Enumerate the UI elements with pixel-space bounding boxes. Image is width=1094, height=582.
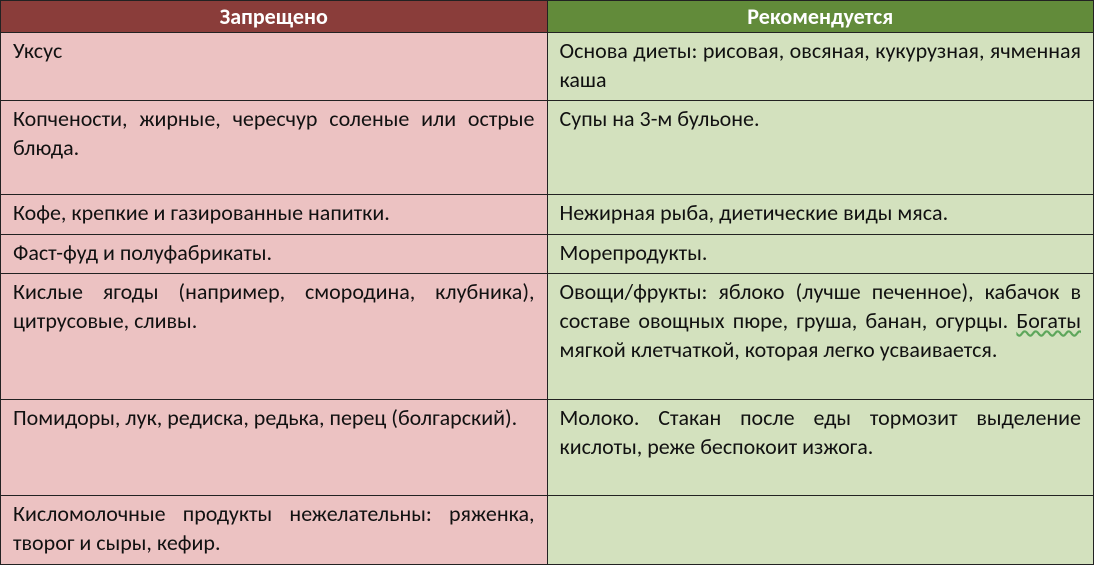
cell-forbidden: Кислые ягоды (например, смородина, клубн… [1, 274, 548, 400]
cell-recommended: Морепродукты. [547, 234, 1094, 274]
cell-recommended: Овощи/фрукты: яблоко (лучше печенное), к… [547, 274, 1094, 400]
cell-recommended: Основа диеты: рисовая, овсяная, кукурузн… [547, 33, 1094, 101]
table-row: Уксус Основа диеты: рисовая, овсяная, ку… [1, 33, 1094, 101]
table-header-row: Запрещено Рекомендуется [1, 1, 1094, 33]
table-row: Помидоры, лук, редиска, редька, перец (б… [1, 400, 1094, 496]
cell-recommended [547, 496, 1094, 564]
table-row: Кофе, крепкие и газированные напитки. Не… [1, 195, 1094, 235]
cell-recommended: Нежирная рыба, диетические виды мяса. [547, 195, 1094, 235]
cell-forbidden: Кофе, крепкие и газированные напитки. [1, 195, 548, 235]
table-row: Копчености, жирные, чересчур соленые или… [1, 101, 1094, 195]
cell-recommended: Супы на 3-м бульоне. [547, 101, 1094, 195]
table-body: Уксус Основа диеты: рисовая, овсяная, ку… [1, 33, 1094, 565]
col-header-recommended: Рекомендуется [547, 1, 1094, 33]
cell-recommended: Молоко. Стакан после еды тормозит выделе… [547, 400, 1094, 496]
cell-forbidden: Уксус [1, 33, 548, 101]
cell-forbidden: Фаст-фуд и полуфабрикаты. [1, 234, 548, 274]
table-row: Фаст-фуд и полуфабрикаты. Морепродукты. [1, 234, 1094, 274]
table-row: Кислые ягоды (например, смородина, клубн… [1, 274, 1094, 400]
diet-table: Запрещено Рекомендуется Уксус Основа дие… [0, 0, 1094, 565]
cell-forbidden: Помидоры, лук, редиска, редька, перец (б… [1, 400, 548, 496]
cell-forbidden: Кисломолочные продукты нежелательны: ряж… [1, 496, 548, 564]
col-header-forbidden: Запрещено [1, 1, 548, 33]
cell-forbidden: Копчености, жирные, чересчур соленые или… [1, 101, 548, 195]
table-row: Кисломолочные продукты нежелательны: ряж… [1, 496, 1094, 564]
